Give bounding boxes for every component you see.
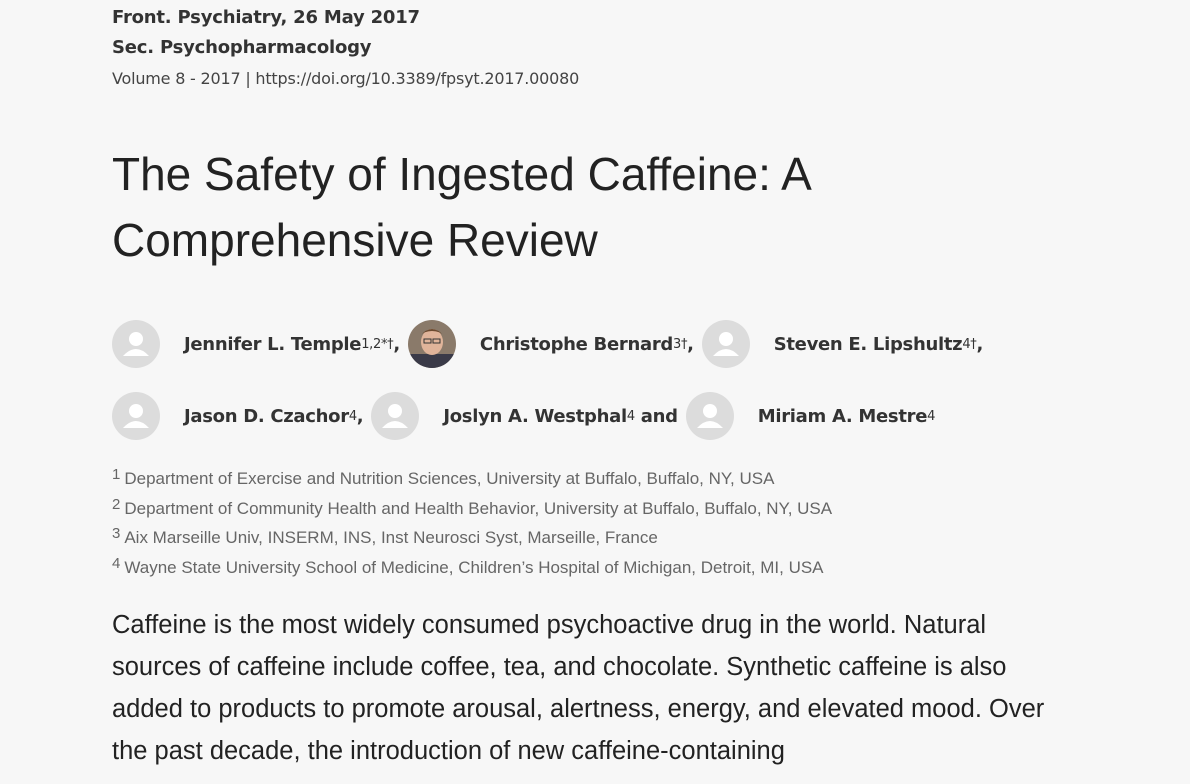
author: Joslyn A. Westphal 4 and xyxy=(371,392,678,440)
volume-doi[interactable]: Volume 8 - 2017 | https://doi.org/10.338… xyxy=(112,69,580,88)
affiliation-text: Wayne State University School of Medicin… xyxy=(124,557,824,577)
author: Christophe Bernard 3†, xyxy=(407,320,694,368)
author: Jason D. Czachor 4, xyxy=(112,392,364,440)
author-list: Jennifer L. Temple 1,2*†, Christophe Berna… xyxy=(112,320,1072,440)
author-name[interactable]: Jason D. Czachor xyxy=(184,405,349,427)
affiliation-text: Department of Community Health and Healt… xyxy=(124,498,833,518)
affiliation-number: 4 xyxy=(112,554,121,572)
affiliation-text: Department of Exercise and Nutrition Sci… xyxy=(124,469,775,488)
avatar xyxy=(701,320,750,368)
author-affiliation-marks: 4† xyxy=(962,336,977,352)
author: Steven E. Lipshultz 4†, xyxy=(701,320,984,368)
author-separator: , xyxy=(976,333,984,355)
abstract: Caffeine is the most widely consumed psy… xyxy=(112,611,1045,765)
author-affiliation-marks: 4 xyxy=(626,408,635,424)
author: Miriam A. Mestre 4 xyxy=(685,392,936,440)
article-title: The Safety of Ingested Caffeine: A Compr… xyxy=(112,148,810,266)
affiliation-number: 1 xyxy=(112,466,121,483)
journal-date: Front. Psychiatry, 26 May 2017 xyxy=(112,7,420,28)
author: Jennifer L. Temple 1,2*†, xyxy=(112,320,400,368)
author-name[interactable]: Joslyn A. Westphal xyxy=(443,405,627,427)
author-affiliation-marks: 4 xyxy=(348,408,357,424)
affiliations: 1 Department of Exercise and Nutrition Sc… xyxy=(112,462,832,580)
avatar xyxy=(112,392,160,440)
author-separator: , xyxy=(393,333,400,355)
affiliation-number: 3 xyxy=(112,525,121,542)
author-affiliation-marks: 1,2*† xyxy=(361,336,394,352)
author-name[interactable]: Christophe Bernard xyxy=(479,333,673,355)
author-separator: , xyxy=(356,405,364,427)
section[interactable]: Sec. Psychopharmacology xyxy=(112,37,372,58)
avatar xyxy=(685,392,734,440)
avatar xyxy=(371,392,420,440)
author-affiliation-marks: 3† xyxy=(672,336,688,352)
affiliation: 3 Aix Marseille Univ, INSERM, INS, Inst N… xyxy=(112,521,832,551)
author-name[interactable]: Jennifer L. Temple xyxy=(184,333,362,355)
affiliation: 2 Department of Community Health and Heal… xyxy=(112,492,832,522)
affiliation: 4 Wayne State University School of Medici… xyxy=(112,551,832,581)
affiliation-number: 2 xyxy=(112,495,121,513)
author-name[interactable]: Miriam A. Mestre xyxy=(757,405,928,427)
avatar xyxy=(112,320,160,368)
author-separator: , xyxy=(687,333,694,355)
avatar xyxy=(407,320,456,368)
affiliation-text: Aix Marseille Univ, INSERM, INS, Inst Ne… xyxy=(124,528,658,547)
author-separator: and xyxy=(634,405,678,427)
affiliation: 1 Department of Exercise and Nutrition Sc… xyxy=(112,462,832,492)
author-name[interactable]: Steven E. Lipshultz xyxy=(773,333,963,355)
author-affiliation-marks: 4 xyxy=(927,408,936,424)
